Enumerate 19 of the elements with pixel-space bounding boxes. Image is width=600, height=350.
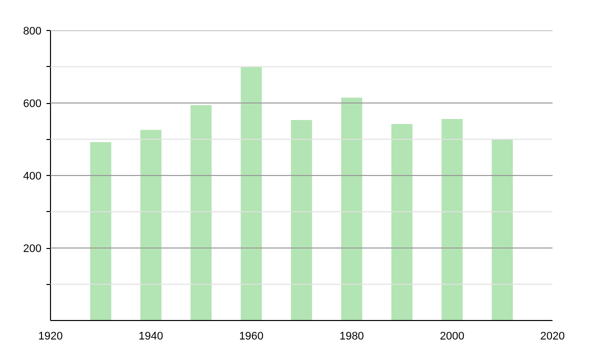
bar: [492, 140, 513, 320]
x-tick-label: 1920: [38, 330, 63, 342]
bar: [140, 130, 162, 320]
y-tick-label: 600: [23, 98, 42, 110]
bar: [190, 105, 212, 320]
bar: [290, 120, 312, 320]
bar: [442, 118, 463, 320]
bar: [341, 98, 362, 320]
x-tick-label: 2020: [540, 330, 565, 342]
y-tick-label: 200: [23, 243, 42, 255]
x-tick-label: 2000: [440, 330, 464, 342]
bar: [240, 66, 262, 320]
y-tick-label: 800: [23, 26, 42, 38]
y-tick-label: 400: [23, 170, 42, 182]
x-tick-label: 1980: [339, 330, 364, 342]
x-tick-label: 1960: [239, 330, 264, 342]
x-tick-label: 1940: [138, 330, 164, 342]
bar: [90, 142, 112, 320]
bar: [391, 124, 412, 320]
